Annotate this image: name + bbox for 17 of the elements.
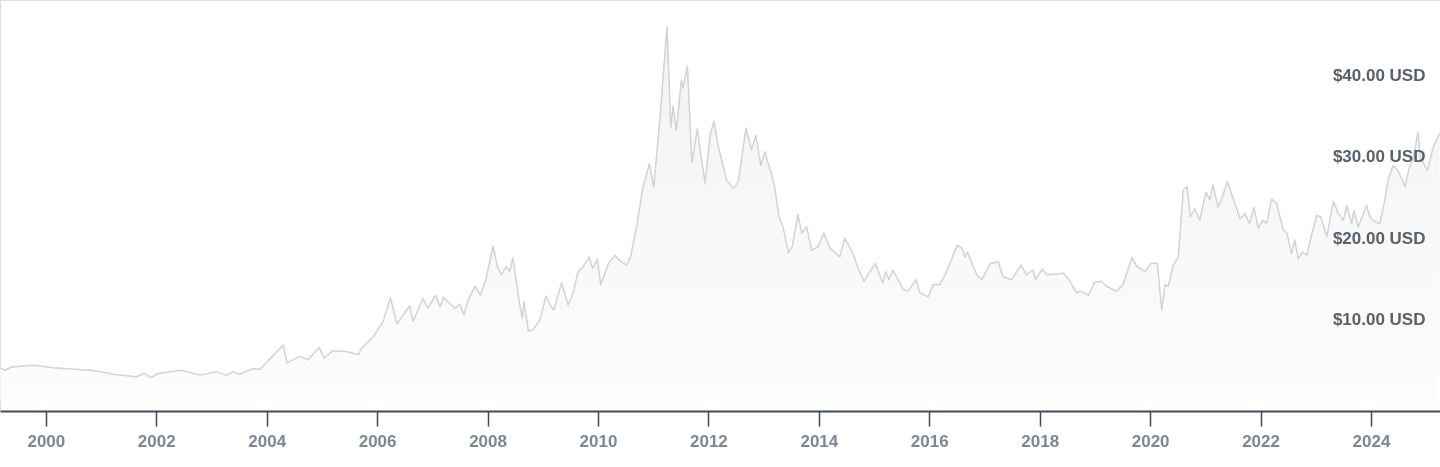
x-tick-label: 2022 [1242, 431, 1280, 451]
x-tick-label: 2024 [1352, 431, 1391, 451]
y-tick-label: $10.00 USD [1332, 310, 1426, 330]
x-tick-label: 2014 [800, 431, 839, 451]
x-tick-label: 2018 [1021, 431, 1060, 451]
y-tick-label: $20.00 USD [1332, 228, 1426, 248]
x-tick-label: 2000 [27, 431, 66, 451]
y-tick-label: $40.00 USD [1332, 65, 1426, 85]
x-tick-label: 2016 [910, 431, 949, 451]
y-tick-label: $30.00 USD [1332, 147, 1426, 167]
x-tick-label: 2006 [358, 431, 397, 451]
x-tick-label: 2020 [1131, 431, 1170, 451]
x-tick-label: 2008 [469, 431, 507, 451]
x-tick-label: 2012 [689, 431, 728, 451]
x-tick-label: 2004 [248, 431, 287, 451]
x-tick-label: 2010 [579, 431, 618, 451]
x-tick-label: 2002 [137, 431, 176, 451]
